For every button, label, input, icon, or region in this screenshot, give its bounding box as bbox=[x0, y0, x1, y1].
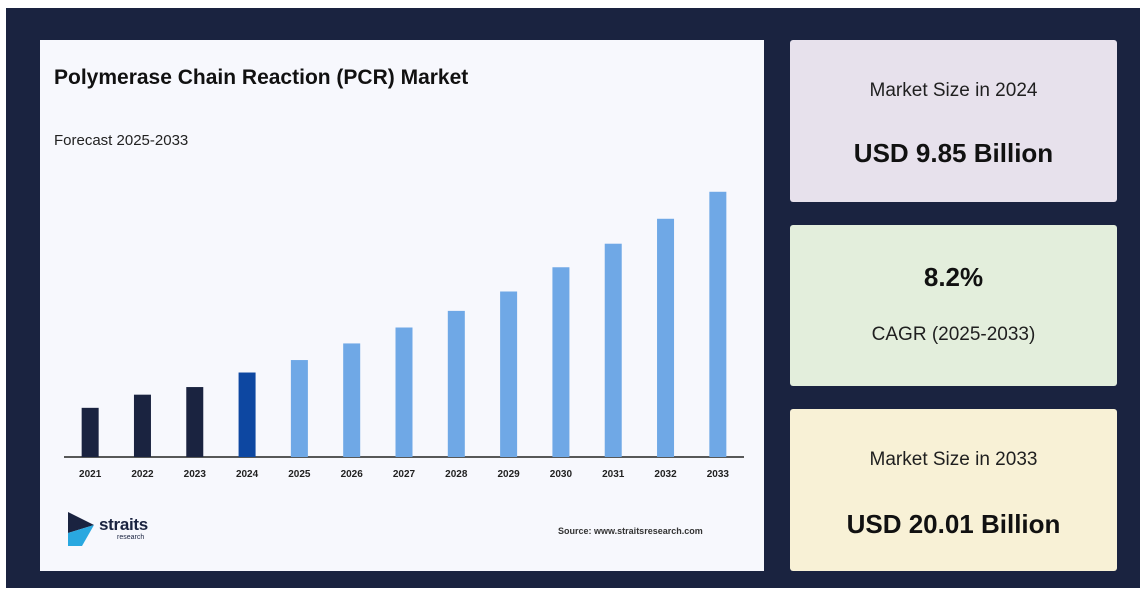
bar-2030 bbox=[552, 267, 570, 457]
chart-subtitle: Forecast 2025-2033 bbox=[54, 132, 189, 149]
bar-2027 bbox=[395, 327, 413, 457]
bar-2033 bbox=[709, 191, 727, 457]
x-tick-label-2029: 2029 bbox=[497, 469, 520, 480]
source-note: Source: www.straitsresearch.com bbox=[558, 526, 703, 536]
x-tick-label-2024: 2024 bbox=[236, 469, 259, 480]
x-tick-label-2022: 2022 bbox=[131, 469, 154, 480]
x-tick-label-2030: 2030 bbox=[550, 469, 573, 480]
x-tick-label-2027: 2027 bbox=[393, 469, 416, 480]
market-size-2024-label: Market Size in 2024 bbox=[869, 80, 1038, 101]
market-size-2024-card: Market Size in 2024 USD 9.85 Billion bbox=[790, 40, 1117, 202]
bar-2025 bbox=[290, 360, 308, 457]
x-tick-label-2026: 2026 bbox=[341, 469, 364, 480]
bar-2032 bbox=[657, 218, 675, 457]
bar-2029 bbox=[500, 291, 518, 457]
bar-chart: 2021 2022 2023 2024 2025 2026 2027 2028 2029 2030… bbox=[64, 191, 744, 480]
chart-card: Polymerase Chain Reaction (PCR) Market F… bbox=[40, 40, 764, 571]
chart-title: Polymerase Chain Reaction (PCR) Market bbox=[54, 66, 469, 89]
bar-2028 bbox=[447, 310, 465, 457]
cagr-label: CAGR (2025-2033) bbox=[871, 324, 1036, 345]
x-tick-label-2023: 2023 bbox=[184, 469, 207, 480]
market-size-2033-label: Market Size in 2033 bbox=[869, 449, 1038, 470]
cagr-value: 8.2% bbox=[923, 262, 984, 292]
straits-logo: straits research bbox=[68, 510, 178, 550]
x-tick-label-2033: 2033 bbox=[707, 469, 730, 480]
market-size-2024-value: USD 9.85 Billion bbox=[853, 138, 1054, 168]
x-tick-label-2025: 2025 bbox=[288, 469, 311, 480]
bar-2023 bbox=[186, 387, 204, 457]
x-tick-label-2031: 2031 bbox=[602, 469, 625, 480]
x-tick-label-2021: 2021 bbox=[79, 469, 102, 480]
x-tick-label-2028: 2028 bbox=[445, 469, 468, 480]
page-frame: Polymerase Chain Reaction (PCR) Market F… bbox=[6, 8, 1140, 588]
market-size-2033-card: Market Size in 2033 USD 20.01 Billion bbox=[790, 409, 1117, 571]
market-size-2033-value: USD 20.01 Billion bbox=[846, 509, 1061, 539]
bar-2026 bbox=[343, 343, 361, 457]
x-tick-label-2032: 2032 bbox=[654, 469, 677, 480]
bar-2024 bbox=[238, 372, 256, 457]
bar-2031 bbox=[604, 243, 622, 457]
logo-mark-icon bbox=[68, 512, 94, 546]
cagr-card: 8.2% CAGR (2025-2033) bbox=[790, 225, 1117, 386]
logo-wordmark: straits bbox=[99, 515, 148, 534]
logo-subtext: research bbox=[117, 534, 145, 541]
bar-2022 bbox=[133, 394, 151, 457]
bar-2021 bbox=[81, 407, 99, 457]
